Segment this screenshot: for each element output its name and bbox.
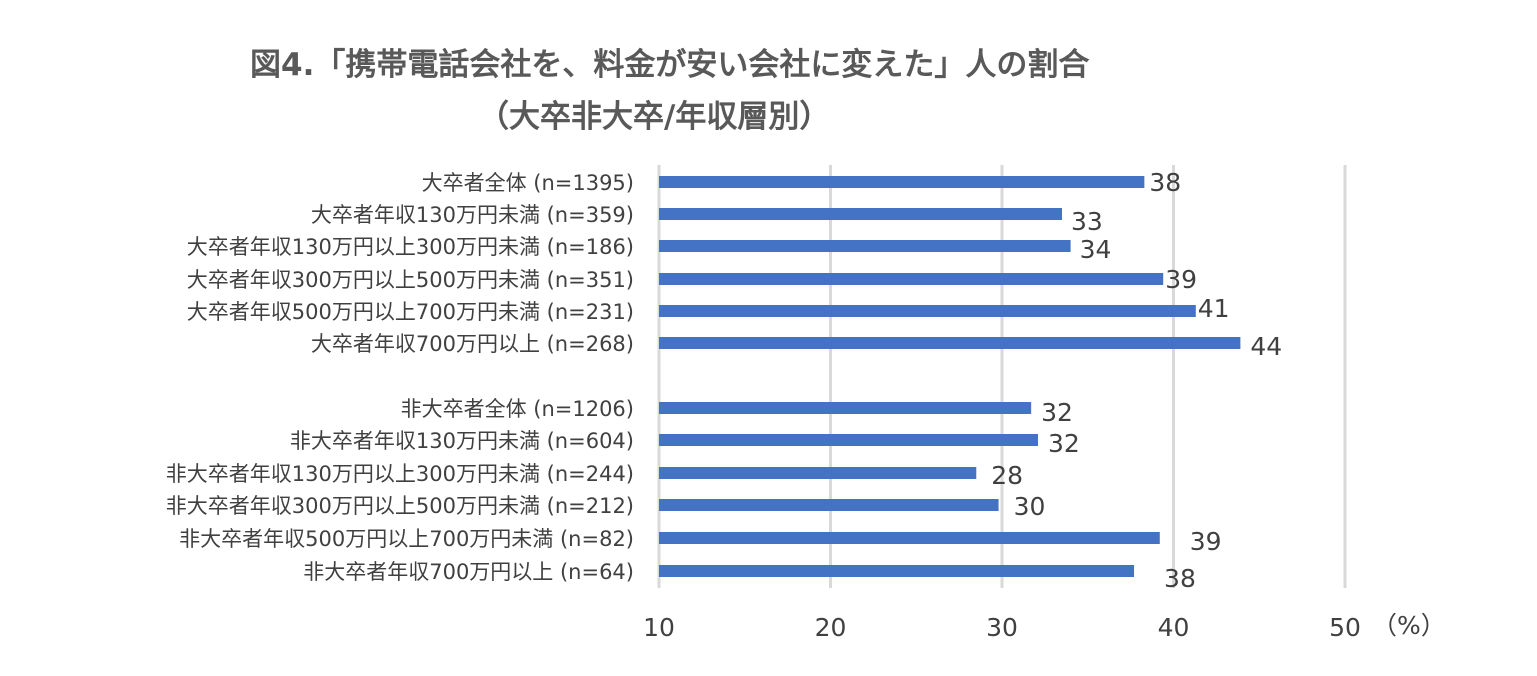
- bar: [659, 434, 1039, 446]
- gridlines: [657, 165, 1347, 588]
- category-label: 大卒者全体 (n=1395): [422, 171, 634, 195]
- category-label: 大卒者年収130万円以上300万円未満 (n=186): [187, 235, 634, 259]
- category-label: 大卒者年収130万円未満 (n=359): [311, 203, 634, 227]
- category-label: 非大卒者年収130万円未満 (n=604): [290, 429, 634, 453]
- data-label: 39: [1190, 527, 1222, 556]
- bar: [659, 176, 1145, 188]
- data-label: 38: [1164, 564, 1196, 593]
- x-tick-label: 30: [986, 613, 1018, 642]
- x-tick-label: 40: [1158, 613, 1190, 642]
- data-label: 28: [991, 461, 1023, 490]
- data-label: 39: [1165, 265, 1197, 294]
- bars: [659, 176, 1241, 577]
- bar: [659, 240, 1071, 252]
- chart-title: 図4.「携帯電話会社を、料金が安い会社に変えた」人の割合: [250, 47, 1089, 83]
- data-label: 34: [1080, 235, 1112, 264]
- category-label: 非大卒者年収300万円以上500万円未満 (n=212): [166, 494, 634, 518]
- data-label: 38: [1149, 168, 1181, 197]
- data-label: 33: [1071, 207, 1103, 236]
- bar: [659, 467, 977, 479]
- data-label: 32: [1048, 429, 1080, 458]
- category-label: 大卒者年収300万円以上500万円未満 (n=351): [187, 268, 634, 292]
- data-label: 44: [1250, 332, 1282, 361]
- category-labels: 大卒者全体 (n=1395) 大卒者年収130万円未満 (n=359) 大卒者年収1…: [166, 171, 634, 584]
- bar: [659, 337, 1241, 349]
- bar: [659, 305, 1196, 317]
- data-label: 32: [1041, 398, 1073, 427]
- chart-subtitle: （大卒非大卒/年収層別）: [478, 99, 830, 135]
- category-label: 非大卒者年収130万円以上300万円未満 (n=244): [166, 462, 634, 486]
- x-axis-ticks: 10 20 30 40 50: [643, 613, 1361, 642]
- category-label: 非大卒者全体 (n=1206): [401, 397, 634, 421]
- x-tick-label: 10: [643, 613, 675, 642]
- category-label: 大卒者年収500万円以上700万円未満 (n=231): [187, 300, 634, 324]
- bar: [659, 499, 999, 511]
- bar: [659, 402, 1032, 414]
- data-label: 41: [1198, 294, 1230, 323]
- category-label: 非大卒者年収500万円以上700万円未満 (n=82): [179, 527, 634, 551]
- category-label: 大卒者年収700万円以上 (n=268): [311, 332, 634, 356]
- bar: [659, 532, 1160, 544]
- category-label: 非大卒者年収700万円以上 (n=64): [303, 560, 634, 584]
- bar: [659, 273, 1164, 285]
- x-tick-label: 20: [815, 613, 847, 642]
- data-label: 30: [1014, 492, 1046, 521]
- bar: [659, 565, 1135, 577]
- bar: [659, 208, 1063, 220]
- unit-label: （%）: [1372, 611, 1446, 640]
- x-tick-label: 50: [1329, 613, 1361, 642]
